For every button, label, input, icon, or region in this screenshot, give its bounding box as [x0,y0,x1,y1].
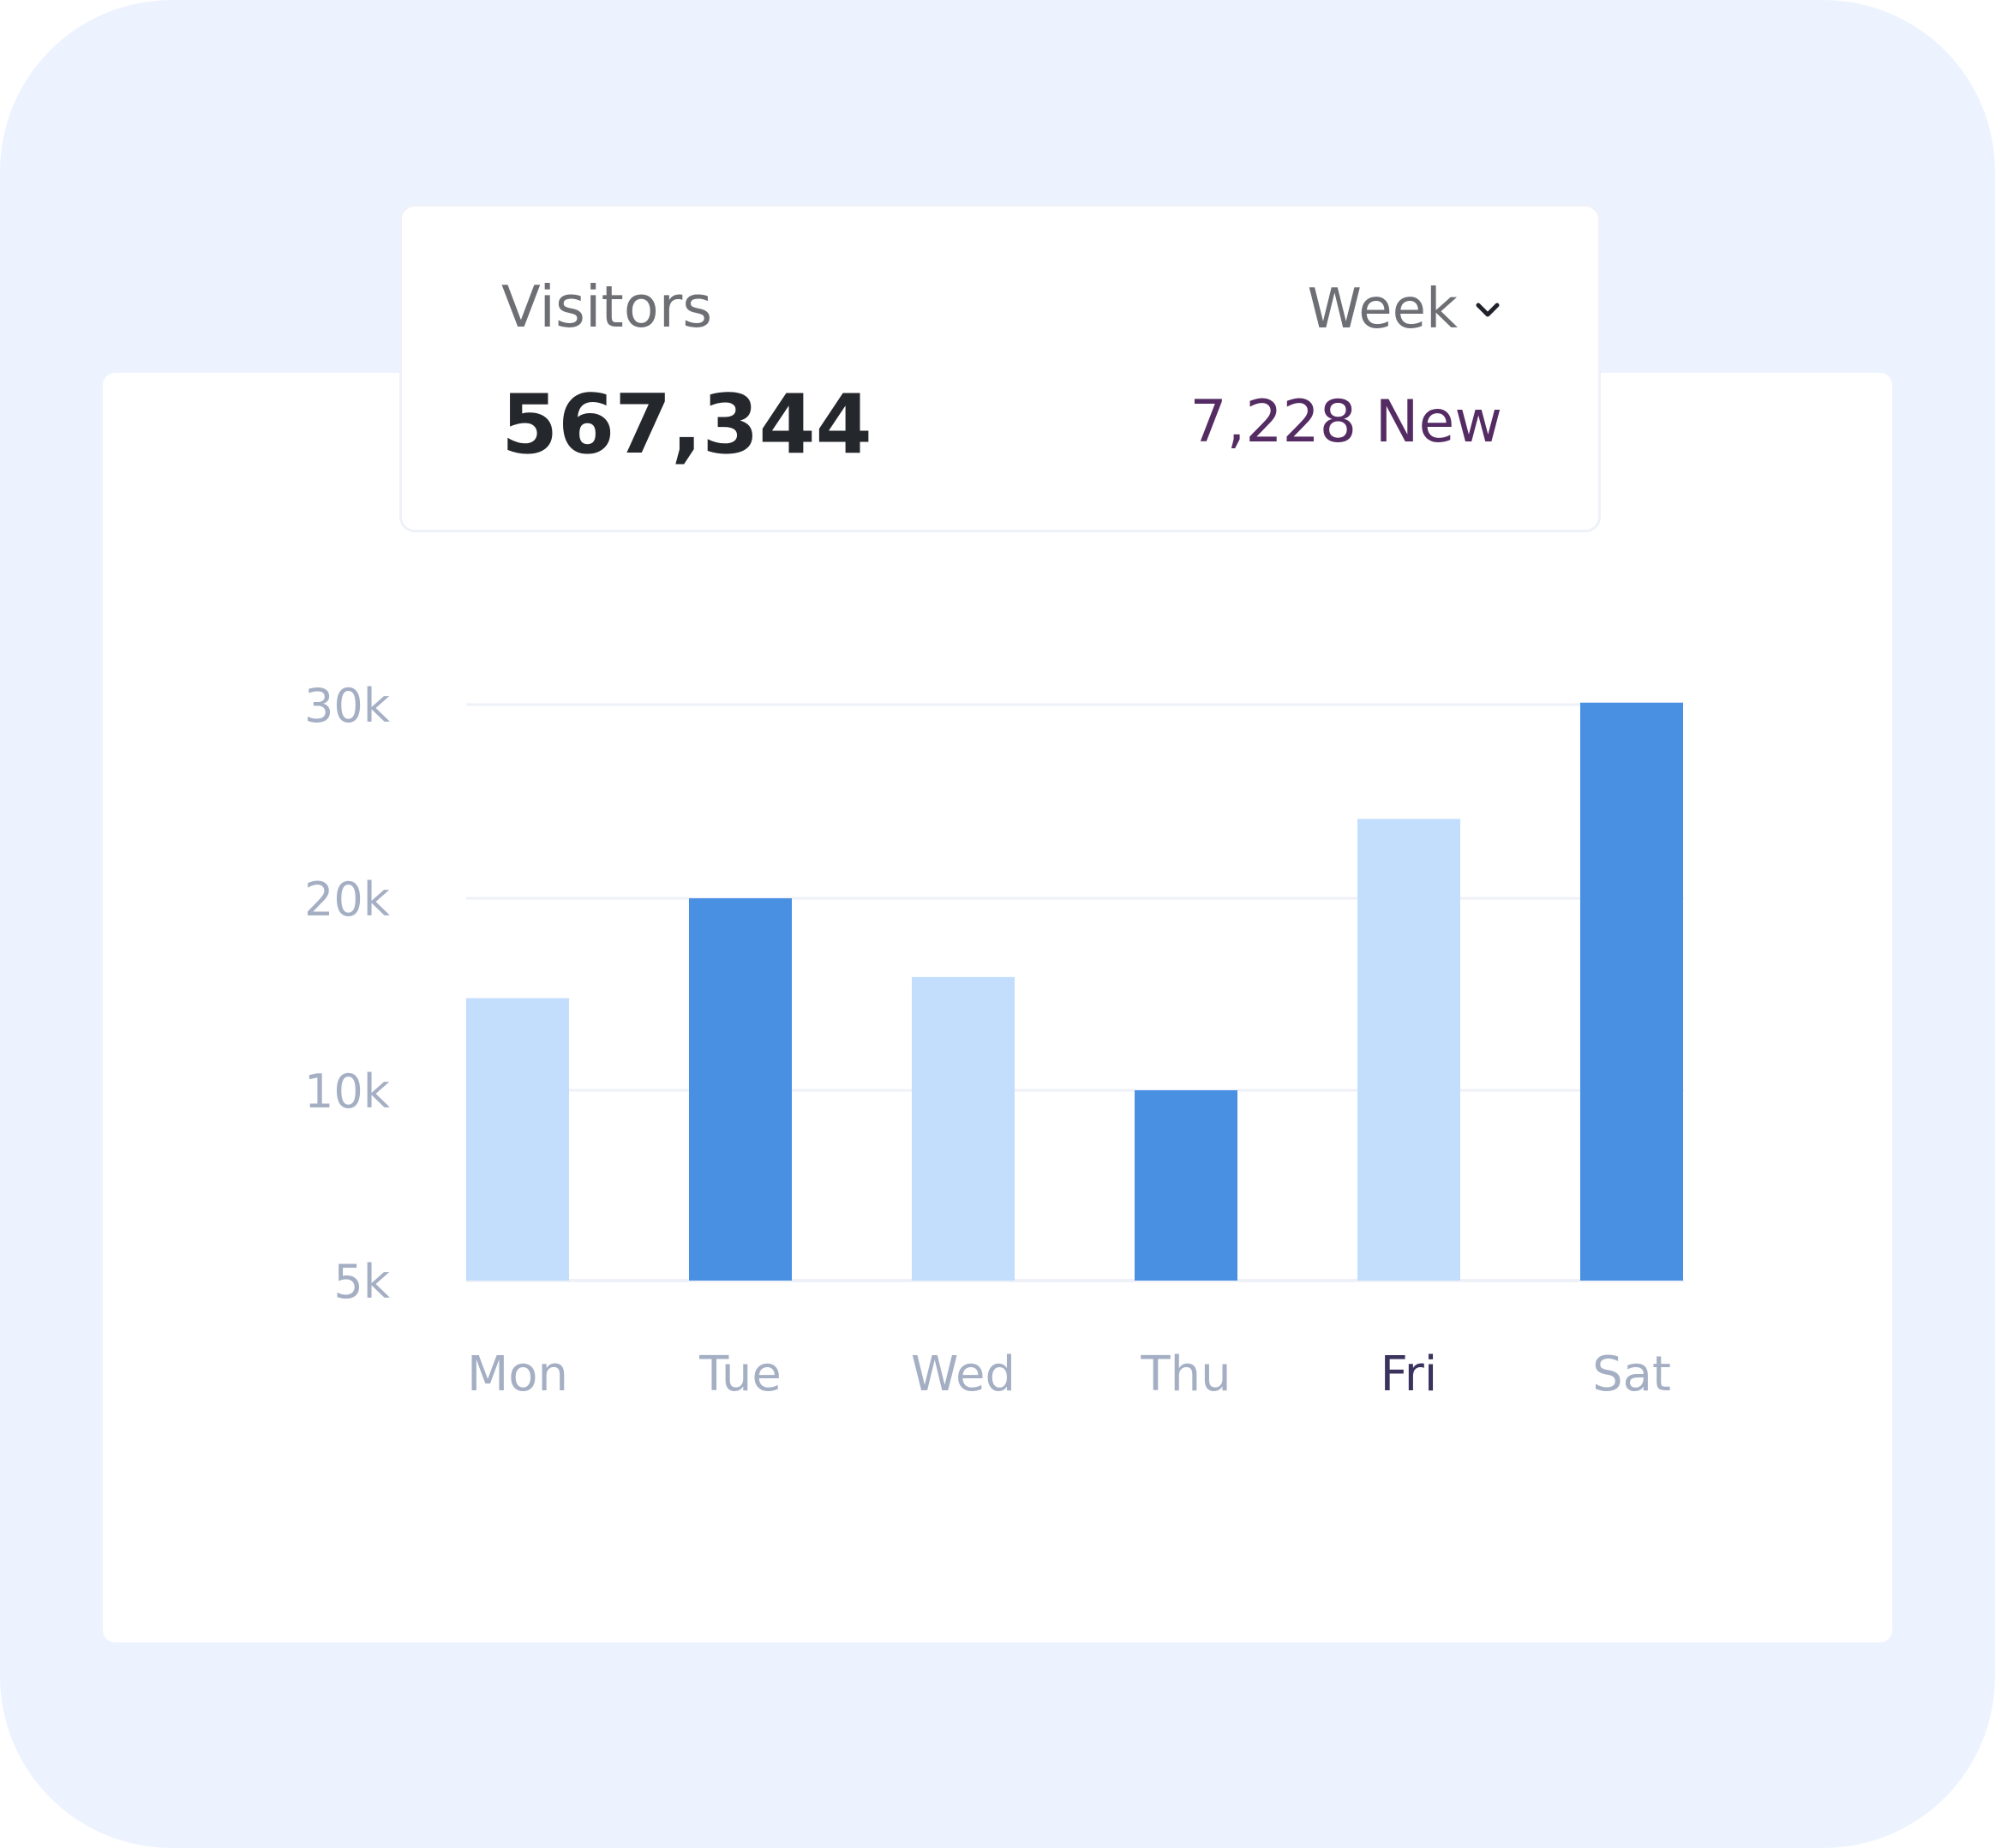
x-tick-label: Sat [1592,1347,1671,1402]
visitors-total: 567,344 [501,378,872,472]
x-tick-label: Tue [698,1347,782,1402]
y-tick-label: 5k [333,1255,390,1309]
bar-tue [689,898,792,1281]
visitors-label: Visitors [501,273,713,340]
period-dropdown[interactable]: Week [1308,282,1502,337]
bar-fri [1357,819,1460,1281]
chevron-down-icon [1473,299,1502,320]
x-tick-label: Fri [1381,1347,1438,1402]
bar-mon [466,998,569,1281]
x-tick-label: Mon [467,1347,568,1402]
bar-wed [912,976,1015,1281]
period-dropdown-label: Week [1307,278,1458,341]
bar-sat [1580,702,1683,1281]
x-tick-label: Wed [911,1347,1015,1402]
x-tick-label: Thu [1140,1347,1231,1402]
y-tick-label: 10k [304,1065,391,1119]
new-visitors-count: 7,228 New [1189,388,1502,456]
visitors-summary-card: Visitors 567,344 Week 7,228 New [399,204,1601,532]
bar-thu [1135,1090,1237,1281]
y-tick-label: 20k [304,873,391,927]
y-tick-label: 30k [304,679,391,733]
